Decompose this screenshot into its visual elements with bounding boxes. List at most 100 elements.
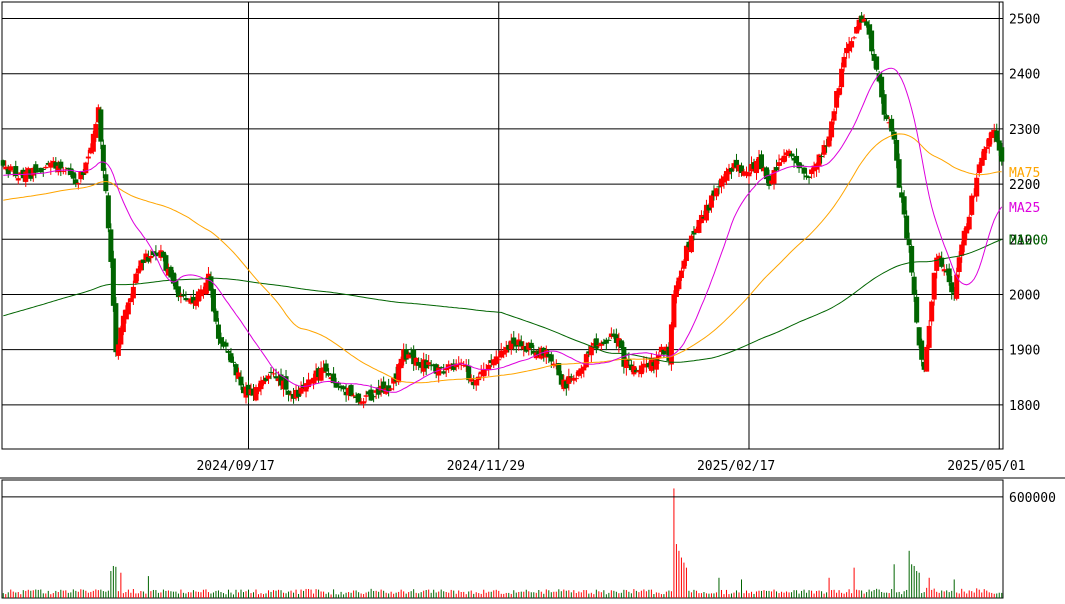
candle-body — [518, 341, 524, 347]
candle-body — [278, 374, 284, 386]
candle-body — [683, 245, 689, 262]
candle-body — [461, 364, 467, 366]
candle-body — [926, 325, 932, 348]
candle-body — [95, 107, 101, 123]
candle-body — [811, 165, 817, 172]
candle-body — [248, 389, 254, 395]
candle-body — [994, 130, 1000, 142]
candle-body — [286, 390, 292, 395]
candle-body — [10, 170, 16, 172]
candle-body — [406, 354, 412, 359]
candle-body — [513, 342, 519, 347]
candle-body — [306, 379, 312, 388]
candle-body — [653, 357, 659, 370]
candle-body — [566, 376, 572, 384]
candle-body — [90, 133, 96, 152]
candle-body — [901, 196, 907, 215]
candle-body — [819, 156, 825, 158]
candle-body — [733, 159, 739, 168]
candle-body — [466, 365, 472, 381]
candle-body — [914, 296, 920, 323]
candle-body — [346, 387, 352, 396]
candle-body — [368, 389, 374, 401]
candle-body — [894, 139, 900, 161]
candle-body — [366, 391, 372, 395]
candle-body — [408, 352, 414, 355]
candle-body — [779, 158, 785, 161]
candle-body — [18, 172, 24, 175]
candle-body — [108, 229, 114, 262]
candle-body — [388, 388, 394, 390]
candle-body — [401, 349, 407, 362]
ma25-line — [3, 67, 1003, 393]
candle-body — [373, 390, 379, 393]
candle-body — [804, 175, 810, 178]
candle-body — [726, 168, 732, 175]
candle-body — [288, 394, 294, 396]
candle-body — [966, 216, 972, 230]
candle-body — [896, 159, 902, 188]
candle-body — [954, 274, 960, 299]
candle-body — [150, 251, 156, 256]
candle-body — [628, 364, 634, 371]
candle-body — [961, 230, 967, 246]
candle-body — [861, 19, 867, 22]
candle-body — [676, 277, 682, 290]
candle-body — [60, 170, 66, 172]
candle-body — [353, 396, 359, 399]
candle-body — [548, 354, 554, 362]
candle-body — [33, 164, 39, 173]
volume-panel-border — [1, 479, 1004, 599]
candle-body — [321, 367, 327, 373]
candle-body — [588, 346, 594, 356]
price-tick-label: 1900 — [1009, 344, 1040, 359]
candle-body — [764, 167, 770, 180]
candle-body — [416, 362, 422, 366]
candle-body — [138, 260, 144, 271]
candle-body — [361, 401, 367, 404]
candle-body — [941, 269, 947, 272]
candle-body — [919, 340, 925, 360]
candle-body — [3, 166, 9, 170]
candle-body — [486, 364, 492, 370]
candle-body — [498, 350, 504, 358]
candle-body — [563, 381, 569, 389]
candle-body — [711, 190, 717, 196]
candle-body — [48, 162, 54, 168]
candle-body — [528, 342, 534, 349]
candle-body — [661, 349, 667, 355]
legend-ma25: MA25 — [1009, 201, 1040, 216]
candle-body — [393, 373, 399, 382]
candle-body — [98, 109, 104, 142]
candle-body — [573, 378, 579, 380]
candle-body — [774, 167, 780, 171]
candle-body — [731, 163, 737, 169]
candle-body — [276, 378, 282, 382]
candle-body — [240, 386, 246, 394]
price-tick-label: 2100 — [1009, 233, 1040, 248]
candle-body — [135, 268, 141, 274]
candle-body — [73, 179, 79, 185]
candle-body — [80, 171, 86, 175]
candle-body — [934, 257, 940, 271]
candle-body — [448, 366, 454, 369]
candle-body — [999, 147, 1005, 162]
candle-body — [50, 160, 56, 166]
candle-body — [889, 118, 895, 132]
candle-body — [228, 353, 234, 363]
candle-body — [478, 371, 484, 375]
candle-body — [631, 366, 637, 375]
candle-body — [220, 341, 226, 347]
candle-body — [789, 153, 795, 157]
candle-body — [261, 379, 267, 385]
date-tick-label: 2025/02/17 — [697, 459, 775, 474]
candle-body — [996, 140, 1002, 151]
candle-body — [618, 340, 624, 349]
candle-body — [338, 385, 344, 389]
candle-body — [891, 131, 897, 140]
candle-body — [376, 387, 382, 395]
candle-body — [205, 273, 211, 288]
candle-body — [593, 338, 599, 349]
candle-body — [686, 241, 692, 248]
candle-body — [155, 253, 161, 255]
